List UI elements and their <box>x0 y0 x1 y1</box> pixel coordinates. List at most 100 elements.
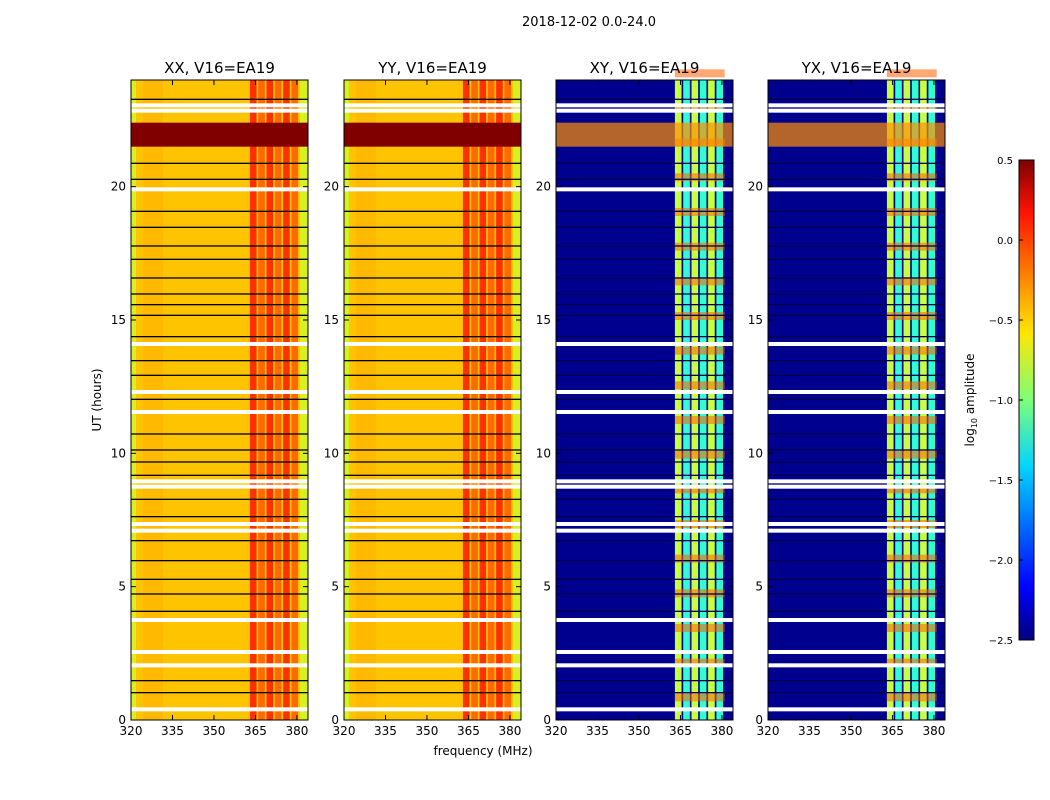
flagged-line <box>768 474 945 476</box>
colorbar-tick-label: 0.5 <box>997 156 1013 167</box>
flagged-line <box>768 449 945 451</box>
x-tick-label: 320 <box>757 724 780 738</box>
colorbar: log10 amplitude 0.5 0.0 −0.5 −1.0 −1.5 −2.0 −2… <box>963 156 1035 647</box>
flagged-line <box>131 680 308 682</box>
flagged-line <box>344 692 521 694</box>
flagged-line <box>768 374 945 376</box>
flagged-row <box>344 342 521 346</box>
panel-yy: YY, V16=EA19 320 335 350 365 380 0 5 10 15 20 <box>324 59 522 738</box>
colorbar-tick-label: −1.0 <box>989 396 1013 407</box>
flagged-line <box>344 210 521 212</box>
heatmap-rfi-blob <box>886 624 937 632</box>
flagged-line <box>556 314 733 316</box>
flagged-line <box>768 593 945 595</box>
heatmap-rfi-stripe <box>274 80 282 720</box>
flagged-row <box>131 484 308 489</box>
x-tick-label: 335 <box>798 724 821 738</box>
flagged-line <box>344 398 521 400</box>
flagged-row <box>556 484 733 489</box>
flagged-line <box>556 293 733 295</box>
flagged-line <box>556 398 733 400</box>
flagged-line <box>344 293 521 295</box>
x-tick-label: 320 <box>120 724 143 738</box>
heatmap-rfi-stripe <box>911 80 919 720</box>
flagged-line <box>344 98 521 100</box>
flagged-line <box>556 210 733 212</box>
flagged-row <box>556 187 733 192</box>
flagged-line <box>131 178 308 180</box>
flagged-line <box>131 304 308 306</box>
y-tick-label: 5 <box>331 580 339 594</box>
flagged-line <box>131 578 308 580</box>
flagged-line <box>556 277 733 279</box>
y-tick-label: 10 <box>536 446 551 460</box>
panel-yx: YX, V16=EA19 320 335 350 365 380 0 5 10 15 20 <box>748 59 946 738</box>
heatmap-rfi-blob <box>674 173 725 182</box>
heatmap-rfi-blob <box>674 450 725 459</box>
flagged-row <box>344 522 521 526</box>
heatmap-rfi-blob <box>674 693 725 702</box>
panel-title: XY, V16=EA19 <box>590 59 700 77</box>
heatmap-band-edge <box>513 80 521 720</box>
flagged-line <box>131 277 308 279</box>
flagged-row <box>768 484 945 489</box>
heatmap-rfi-blob <box>674 104 725 112</box>
flagged-line <box>768 360 945 362</box>
flagged-row <box>344 410 521 414</box>
heatmap-rfi-stripe <box>699 80 707 720</box>
flagged-line <box>131 360 308 362</box>
flagged-row <box>768 479 945 484</box>
flagged-line <box>768 314 945 316</box>
flagged-line <box>344 374 521 376</box>
y-tick-label: 10 <box>748 446 763 460</box>
axes-frame <box>555 79 734 721</box>
flagged-row <box>556 663 733 668</box>
flagged-row <box>768 528 945 533</box>
x-tick-label: 335 <box>161 724 184 738</box>
x-axis-label: frequency (MHz) <box>433 744 532 758</box>
flagged-line <box>556 304 733 306</box>
flagged-line <box>131 449 308 451</box>
flagged-row <box>344 618 521 622</box>
flagged-line <box>768 245 945 247</box>
flagged-line <box>556 374 733 376</box>
flagged-line <box>344 680 521 682</box>
y-tick-label: 0 <box>118 713 126 727</box>
y-tick-label: 5 <box>543 580 551 594</box>
y-tick-label: 15 <box>748 313 763 327</box>
x-tick-label: 380 <box>710 724 733 738</box>
flagged-line <box>556 593 733 595</box>
flagged-line <box>768 210 945 212</box>
flagged-line <box>344 433 521 435</box>
heatmap-band <box>143 80 163 720</box>
flagged-line <box>131 374 308 376</box>
flagged-row <box>131 650 308 654</box>
heatmap-rfi-blob <box>886 485 937 494</box>
heatmap-flare-band <box>556 122 733 147</box>
heatmap-rfi-stripe <box>708 80 715 720</box>
y-axis-label: UT (hours) <box>90 368 104 431</box>
flagged-line <box>131 398 308 400</box>
flagged-line <box>344 304 521 306</box>
flagged-row <box>556 410 733 414</box>
x-tick-label: 380 <box>285 724 308 738</box>
heatmap-rfi-stripe <box>920 80 927 720</box>
y-tick-label: 5 <box>118 580 126 594</box>
panel-title: YX, V16=EA19 <box>801 59 912 77</box>
flagged-line <box>768 578 945 580</box>
flagged-row <box>768 707 945 712</box>
flagged-row <box>131 707 308 712</box>
colorbar-tick-label: −2.5 <box>989 636 1013 647</box>
flagged-row <box>556 650 733 654</box>
heatmap-rfi-blob <box>886 104 937 112</box>
heatmap-rfi-stripe <box>504 80 512 720</box>
flagged-row <box>768 187 945 192</box>
y-tick-label: 15 <box>324 313 339 327</box>
flagged-line <box>344 560 521 562</box>
heatmap-rfi-blob <box>886 277 937 286</box>
y-tick-label: 15 <box>111 313 126 327</box>
flagged-line <box>344 474 521 476</box>
flagged-line <box>344 314 521 316</box>
x-tick-label: 350 <box>203 724 226 738</box>
x-tick-label: 320 <box>545 724 568 738</box>
